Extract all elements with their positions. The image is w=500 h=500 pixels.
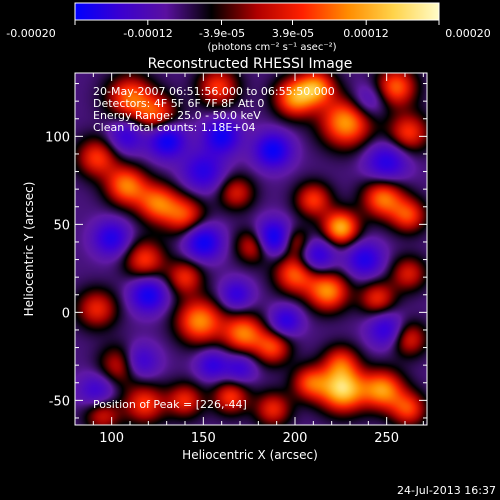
- x-tick-label: 250: [374, 431, 399, 446]
- y-axis-label: Heliocentric Y (arcsec): [22, 182, 36, 317]
- peak-position-label: Position of Peak = [226,-44]: [93, 398, 247, 411]
- y-tick-label: 0: [62, 306, 70, 321]
- chart-title: Reconstructed RHESSI Image: [148, 56, 353, 72]
- annotation-block: 20-May-2007 06:51:56.000 to 06:55:50.000…: [93, 85, 335, 411]
- annotation-line-2: Detectors: 4F 5F 6F 7F 8F Att 0: [93, 97, 264, 110]
- plot-frame: [74, 72, 428, 426]
- annotation-line-1: 20-May-2007 06:51:56.000 to 06:55:50.000: [93, 85, 335, 98]
- footer-date: 24-Jul-2013 16:37: [397, 484, 496, 497]
- heatmap-image: [75, 73, 427, 425]
- colorbar-label-3: 3.9e-05: [272, 27, 314, 40]
- y-tick-label: -50: [49, 394, 70, 409]
- colorbar-label-0: -0.00020: [6, 27, 55, 40]
- colorbar-frame: [74, 2, 440, 21]
- colorbar-label-1: -0.00012: [123, 27, 172, 40]
- x-axis-label: Heliocentric X (arcsec): [182, 448, 318, 462]
- colorbar-unit: (photons cm⁻² s⁻¹ asec⁻²): [207, 42, 336, 53]
- y-tick-label: 50: [53, 218, 70, 233]
- colorbar-gradient: [75, 3, 439, 20]
- colorbar-label-5: 0.00020: [445, 27, 491, 40]
- annotation-line-3: Energy Range: 25.0 - 50.0 keV: [93, 109, 261, 122]
- axis-ticks: 100 150 200 250 -50 0 50 100: [45, 73, 427, 446]
- x-tick-label: 150: [191, 431, 216, 446]
- x-tick-label: 100: [99, 431, 124, 446]
- colorbar-label-4: 0.00012: [343, 27, 389, 40]
- annotation-line-4: Clean Total counts: 1.18E+04: [93, 121, 256, 134]
- x-tick-label: 200: [283, 431, 308, 446]
- y-tick-label: 100: [45, 130, 70, 145]
- colorbar: -0.00020 -0.00012 -3.9e-05 3.9e-05 0.000…: [6, 2, 491, 53]
- colorbar-label-2: -3.9e-05: [199, 27, 245, 40]
